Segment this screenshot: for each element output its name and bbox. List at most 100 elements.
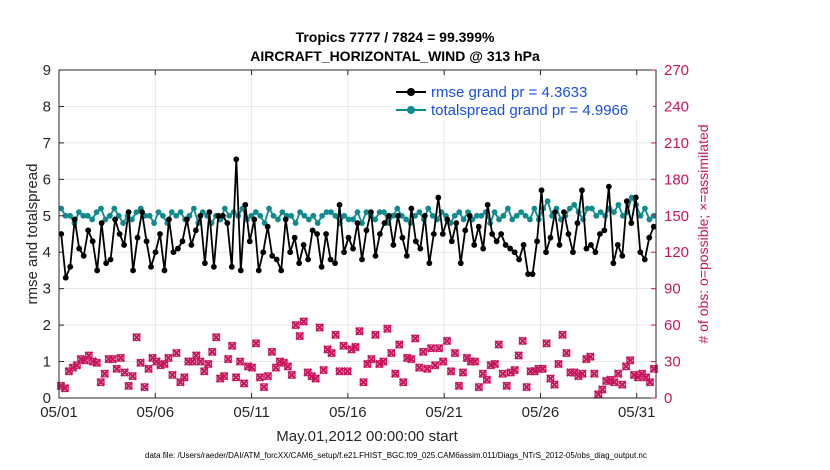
obs-assimilated-marker <box>140 382 149 392</box>
spread-point <box>115 212 122 219</box>
rmse-point <box>201 260 208 267</box>
obs-possible-marker <box>347 345 356 354</box>
obs-possible-marker <box>419 347 428 356</box>
obs-possible-marker <box>335 367 344 376</box>
spread-point <box>297 209 303 216</box>
obs-possible-marker <box>57 381 65 390</box>
rmse-point <box>85 227 92 234</box>
obs-assimilated-marker <box>116 353 126 363</box>
spread-point <box>106 212 113 219</box>
rmse-point <box>605 183 612 190</box>
rmse-point <box>219 212 226 219</box>
rmse-point <box>237 267 244 274</box>
obs-assimilated-marker <box>311 374 321 383</box>
obs-possible-marker <box>112 364 121 373</box>
spread-point <box>381 209 387 216</box>
rmse-point <box>350 245 356 252</box>
rmse-point <box>300 242 307 248</box>
rmse-point <box>650 223 657 230</box>
spread-point <box>584 205 591 212</box>
obs-assimilated-marker <box>550 380 559 390</box>
rmse-point <box>588 242 594 248</box>
spread-point <box>76 209 82 216</box>
spread-point <box>646 216 653 223</box>
spread-point <box>615 201 622 208</box>
rmse-point <box>255 267 262 274</box>
rmse-point <box>157 231 163 237</box>
y-tick-label-right: 240 <box>664 98 689 115</box>
obs-assimilated-marker <box>219 371 229 381</box>
legend-spread-marker <box>407 106 415 114</box>
obs-possible-marker <box>431 361 440 370</box>
obs-assimilated-marker <box>458 368 468 377</box>
x-axis-label: May.01,2012 00:00:00 start <box>276 428 458 445</box>
plot-frame <box>58 69 657 399</box>
rmse-point <box>148 263 154 270</box>
rmse-point <box>184 216 190 223</box>
rmse-point <box>170 249 177 256</box>
rmse-point <box>71 216 78 223</box>
rmse-point <box>403 252 410 259</box>
obs-possible-marker <box>283 362 292 371</box>
legend-box <box>391 80 653 120</box>
obs-assimilated-marker <box>120 368 130 377</box>
rmse-point <box>89 238 96 245</box>
obs-assimilated-marker <box>60 383 70 393</box>
spread-point <box>84 212 91 219</box>
obs-assimilated-marker <box>398 377 408 387</box>
y-tick-label-right: 150 <box>664 208 689 225</box>
obs-possible-marker <box>339 341 348 350</box>
spread-point <box>173 212 180 219</box>
spread-point <box>160 212 166 219</box>
rmse-point <box>76 245 83 252</box>
obs-assimilated-marker <box>418 347 428 357</box>
obs-assimilated-marker <box>442 336 452 346</box>
obs-possible-marker <box>375 360 384 368</box>
spread-point <box>292 220 299 226</box>
spread-point <box>270 212 277 219</box>
rmse-point <box>623 198 630 205</box>
obs-possible-marker <box>606 375 615 384</box>
obs-assimilated-marker <box>287 370 297 380</box>
obs-assimilated-marker <box>589 369 599 379</box>
y-tick-label-left: 1 <box>43 354 51 371</box>
spread-point <box>275 216 281 223</box>
rmse-point <box>637 249 644 256</box>
chart-subtitle: AIRCRAFT_HORIZONTAL_WIND @ 313 hPa <box>250 48 540 64</box>
spread-point <box>221 205 228 212</box>
spread-point <box>544 198 551 205</box>
obs-possible-marker <box>379 357 388 366</box>
spread-point <box>155 209 162 216</box>
obs-possible-marker <box>498 369 507 378</box>
obs-assimilated-marker <box>203 359 213 369</box>
rmse-point <box>565 231 572 237</box>
rmse-point <box>273 256 280 263</box>
x-tick-label: 05/06 <box>137 404 175 421</box>
spread-point <box>571 201 578 208</box>
rmse-point <box>62 274 69 281</box>
obs-assimilated-marker <box>172 348 181 358</box>
y-tick-label-left: 6 <box>43 171 51 188</box>
obs-possible-marker <box>236 357 245 366</box>
obs-assimilated-marker <box>108 354 118 364</box>
y-tick-label-right: 90 <box>664 281 681 298</box>
rmse-point <box>462 227 469 234</box>
obs-assimilated-marker <box>371 330 380 340</box>
y-tick-label-left: 4 <box>43 244 51 261</box>
obs-assimilated-marker <box>554 359 563 369</box>
spread-point <box>642 205 648 212</box>
rmse-point <box>543 249 549 256</box>
obs-possible-marker <box>291 321 300 330</box>
rmse-point <box>632 194 639 201</box>
spread-point <box>451 212 458 219</box>
spread-point <box>93 209 100 216</box>
rmse-point <box>520 242 527 248</box>
obs-possible-marker <box>598 385 607 394</box>
obs-possible-marker <box>578 369 587 378</box>
obs-possible-marker <box>100 369 109 378</box>
obs-assimilated-marker <box>494 340 504 349</box>
obs-assimilated-marker <box>343 366 352 376</box>
rmse-point <box>475 223 482 230</box>
obs-assimilated-marker <box>136 358 145 368</box>
obs-possible-marker <box>196 357 205 366</box>
